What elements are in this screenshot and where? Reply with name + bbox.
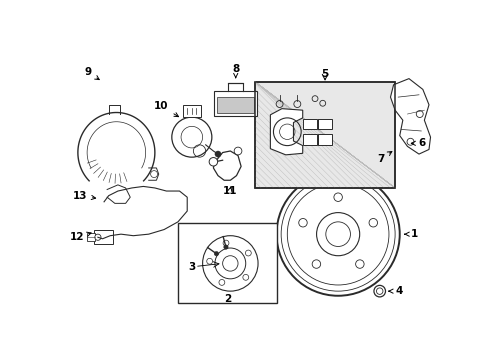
Bar — [318, 119, 332, 130]
Text: 2: 2 — [223, 294, 231, 304]
Text: 4: 4 — [389, 286, 402, 296]
Text: 7: 7 — [377, 152, 392, 164]
Text: 12: 12 — [70, 232, 91, 242]
Circle shape — [224, 245, 228, 249]
Text: 1: 1 — [405, 229, 418, 239]
Bar — [214, 91, 257, 116]
Text: 8: 8 — [232, 64, 239, 78]
Text: 13: 13 — [73, 191, 96, 201]
Circle shape — [95, 234, 101, 240]
Text: 10: 10 — [154, 101, 178, 117]
Bar — [178, 222, 276, 303]
Bar — [303, 119, 317, 130]
Bar — [318, 134, 332, 145]
Bar — [217, 97, 254, 112]
Text: 5: 5 — [321, 69, 329, 79]
Circle shape — [215, 151, 221, 157]
Polygon shape — [391, 78, 431, 154]
Bar — [255, 82, 395, 188]
Circle shape — [234, 147, 242, 155]
Text: 11: 11 — [222, 186, 237, 196]
Bar — [94, 230, 113, 244]
Text: 3: 3 — [188, 261, 196, 271]
Bar — [303, 134, 317, 145]
Circle shape — [172, 117, 212, 157]
Bar — [183, 105, 201, 117]
Bar — [255, 82, 395, 188]
Polygon shape — [270, 109, 303, 155]
Text: 9: 9 — [85, 67, 99, 80]
Circle shape — [209, 158, 218, 166]
Bar — [87, 233, 95, 241]
Circle shape — [214, 252, 219, 256]
Text: 6: 6 — [411, 138, 425, 148]
